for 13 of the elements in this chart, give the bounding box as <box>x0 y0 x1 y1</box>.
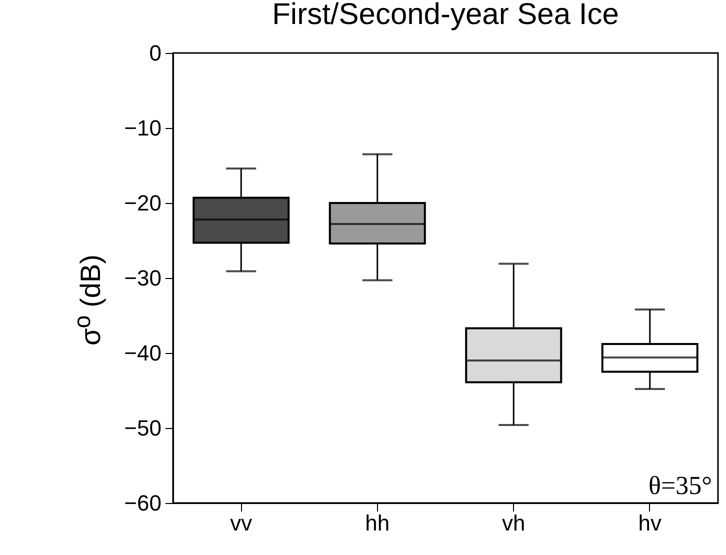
y-tick-label: −10 <box>124 116 162 140</box>
x-tick-label: vh <box>502 510 526 536</box>
y-tick-label: 0 <box>149 40 162 66</box>
y-tick-label: −60 <box>124 490 162 516</box>
y-tick-label: −50 <box>124 416 162 440</box>
x-tick-label: vv <box>230 510 252 536</box>
y-tick-label: −30 <box>124 266 162 290</box>
x-tick-label: hv <box>638 510 662 536</box>
annotation: θ=35° <box>648 471 712 500</box>
x-tick-label: hh <box>365 510 390 536</box>
y-tick-label: −40 <box>124 340 162 366</box>
y-tick-label: −20 <box>124 190 162 216</box>
chart-title: First/Second-year Sea Ice <box>272 0 619 31</box>
